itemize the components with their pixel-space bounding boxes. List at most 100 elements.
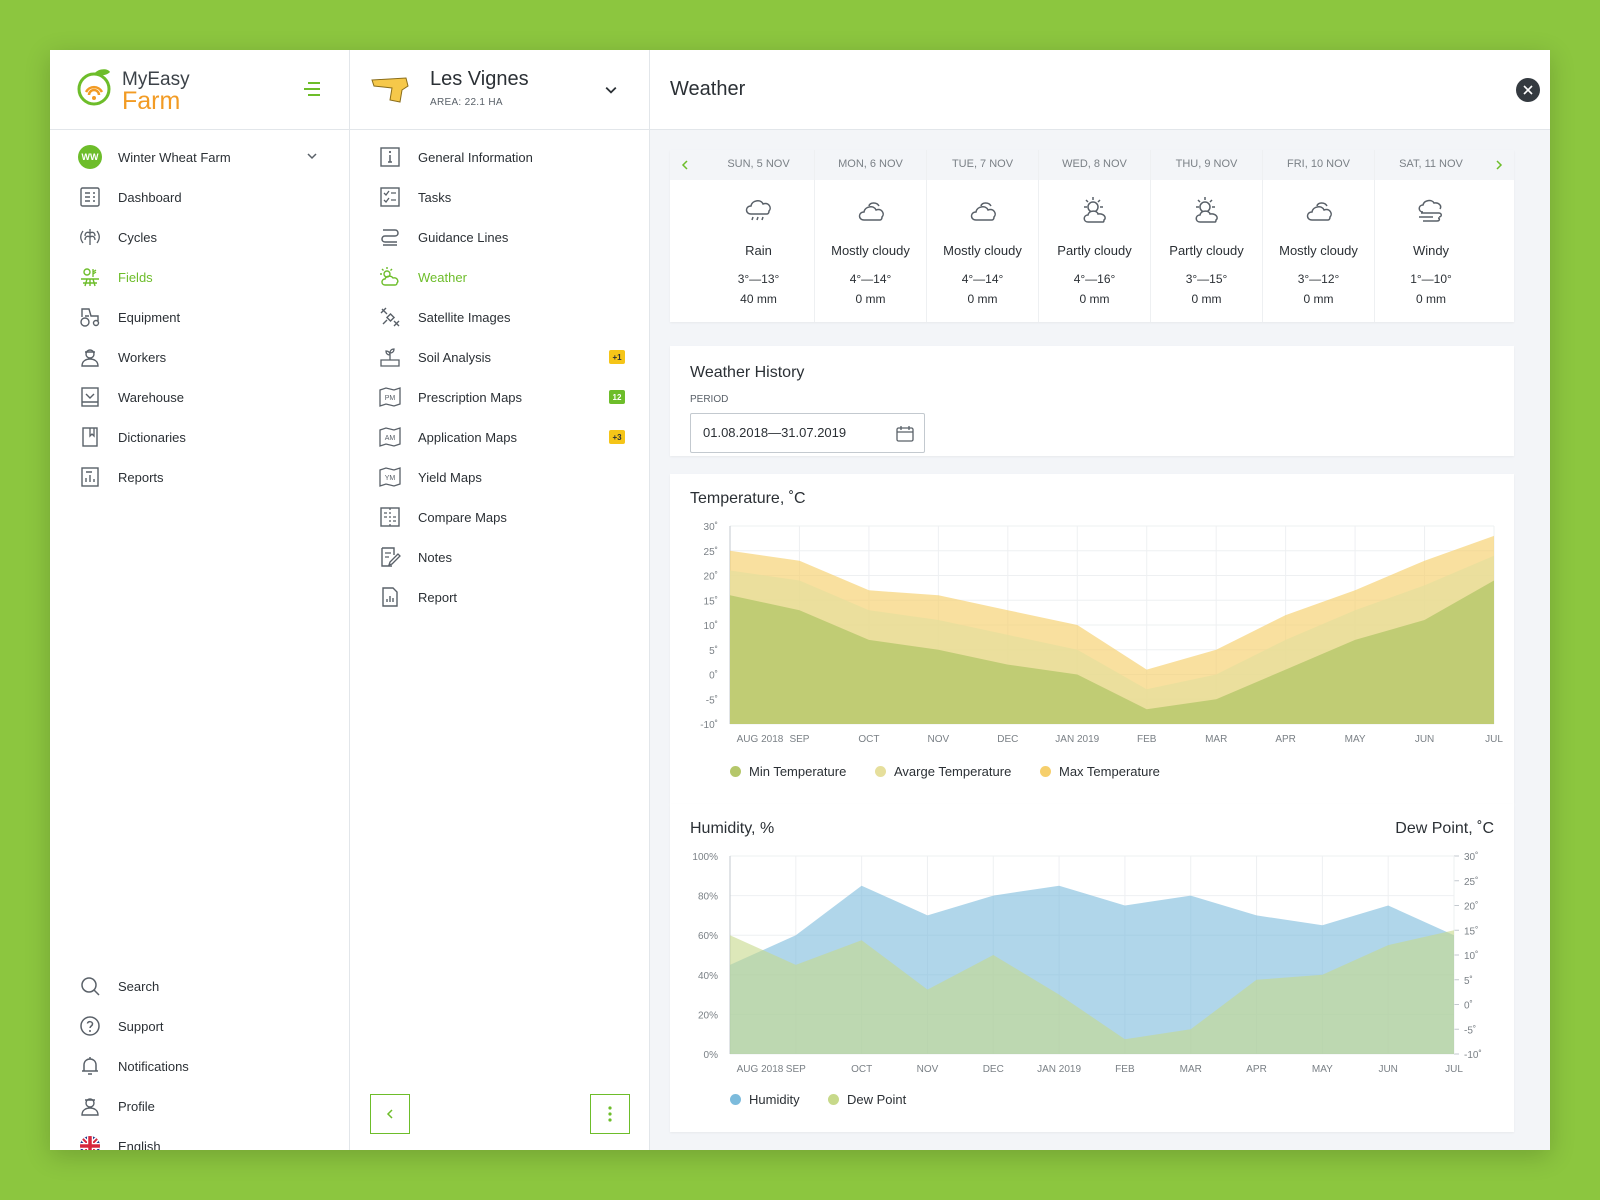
- field-menu-item-label: Weather: [418, 269, 467, 285]
- humidity-chart-title: Humidity, %: [690, 820, 775, 837]
- field-menu: General Information Tasks Guidance Lines We…: [350, 137, 649, 617]
- sidebar-bottom-item-notifications[interactable]: Notifications: [50, 1046, 349, 1086]
- field-menu-item-satellite-images[interactable]: Satellite Images: [350, 297, 649, 337]
- y2-tick-label: 0˚: [1464, 1000, 1473, 1012]
- sidebar-bottom-item-label: English: [118, 1138, 161, 1151]
- rain-icon: [743, 194, 775, 226]
- x-tick-label: NOV: [928, 734, 950, 745]
- y2-tick-label: 20˚: [1464, 901, 1478, 913]
- period-label: PERIOD: [690, 394, 729, 405]
- notes-icon: [378, 545, 402, 569]
- sidebar-bottom-item-label: Notifications: [118, 1058, 189, 1074]
- y2-tick-label: -10˚: [1464, 1049, 1482, 1061]
- y-tick-label: 20˚: [704, 571, 718, 583]
- field-menu-item-report[interactable]: Report: [350, 577, 649, 617]
- x-tick-label: NOV: [917, 1064, 939, 1075]
- close-icon: [1523, 85, 1533, 95]
- forecast-day[interactable]: THU, 9 NOV Partly cloudy 3°—15° 0 mm: [1151, 150, 1263, 322]
- field-menu-item-application-maps[interactable]: AM Application Maps +3: [350, 417, 649, 457]
- farm-badge: WW: [78, 145, 102, 169]
- sidebar-item-label: Dashboard: [118, 189, 182, 205]
- x-tick-label: APR: [1246, 1064, 1267, 1075]
- field-menu-item-compare-maps[interactable]: Compare Maps: [350, 497, 649, 537]
- y-tick-label: 20%: [698, 1010, 718, 1021]
- forecast-condition: Partly cloudy: [1169, 243, 1244, 258]
- pm-map-icon: PM: [378, 385, 402, 409]
- field-menu-item-tasks[interactable]: Tasks: [350, 177, 649, 217]
- forecast-condition: Windy: [1412, 243, 1450, 258]
- sidebar-bottom-item-label: Search: [118, 978, 160, 994]
- sidebar-item-reports[interactable]: Reports: [50, 457, 349, 497]
- collapse-button[interactable]: [370, 1094, 410, 1134]
- forecast-day[interactable]: FRI, 10 NOV Mostly cloudy 3°—12° 0 mm: [1263, 150, 1375, 322]
- sidebar-bottom-item-profile[interactable]: Profile: [50, 1086, 349, 1126]
- x-tick-label: JAN 2019: [1037, 1064, 1081, 1075]
- field-menu-item-prescription-maps[interactable]: PM Prescription Maps 12: [350, 377, 649, 417]
- more-options-button[interactable]: [590, 1094, 630, 1134]
- forecast-temperature: 4°—16°: [1073, 272, 1116, 286]
- field-menu-item-notes[interactable]: Notes: [350, 537, 649, 577]
- y-tick-label: 60%: [698, 931, 718, 942]
- sidebar-bottom-item-label: Profile: [118, 1098, 155, 1114]
- field-panel: Les Vignes AREA: 22.1 HA General Informa…: [350, 50, 650, 1150]
- x-tick-label: FEB: [1137, 734, 1157, 745]
- main-sidebar: MyEasy Farm WW Winter Wheat Farm Dashboa…: [50, 50, 350, 1150]
- forecast-day[interactable]: WED, 8 NOV Partly cloudy 4°—16° 0 mm: [1039, 150, 1151, 322]
- chevron-left-icon[interactable]: [680, 160, 690, 170]
- y2-tick-label: -5˚: [1464, 1024, 1476, 1036]
- farm-selector[interactable]: WW Winter Wheat Farm: [50, 137, 349, 177]
- temperature-card: Temperature, ˚C 30˚ 25˚ 20˚ 15˚ 10˚ 5˚ 0˚ -5˚ -1…: [670, 474, 1514, 804]
- x-tick-label: JUN: [1415, 734, 1434, 745]
- temperature-chart-title: Temperature, ˚C: [690, 490, 806, 507]
- sidebar-bottom: Search Support Notifications Profile English: [50, 966, 349, 1150]
- calendar-icon[interactable]: [896, 425, 914, 442]
- sidebar-bottom-item-support[interactable]: Support: [50, 1006, 349, 1046]
- chevron-right-icon[interactable]: [1494, 160, 1504, 170]
- forecast-day[interactable]: MON, 6 NOV Mostly cloudy 4°—14° 0 mm: [815, 150, 927, 322]
- sidebar-item-cycles[interactable]: Cycles: [50, 217, 349, 257]
- soil-icon: [378, 345, 402, 369]
- sidebar-item-dictionaries[interactable]: Dictionaries: [50, 417, 349, 457]
- y-tick-label: 25˚: [704, 546, 718, 558]
- sidebar-item-workers[interactable]: Workers: [50, 337, 349, 377]
- humidity-chart: 100% 80% 60% 40% 20% 0% 30˚ 25˚ 20˚ 15˚ 10˚ 5˚ 0˚ -5˚…: [692, 851, 1482, 1075]
- forecast-temperature: 3°—13°: [737, 272, 780, 286]
- forecast-day-name: SUN, 5 NOV: [727, 158, 790, 170]
- field-menu-item-label: Yield Maps: [418, 469, 482, 485]
- tractor-icon: [78, 305, 102, 329]
- weather-history-card: Weather History PERIOD 01.08.2018—31.07.…: [670, 346, 1514, 456]
- x-tick-label: OCT: [858, 734, 879, 745]
- forecast-day-name: FRI, 10 NOV: [1287, 158, 1350, 170]
- app-logo[interactable]: MyEasy Farm: [76, 68, 196, 115]
- sidebar-bottom-item-english[interactable]: English: [50, 1126, 349, 1150]
- close-button[interactable]: [1516, 78, 1540, 102]
- field-menu-item-guidance-lines[interactable]: Guidance Lines: [350, 217, 649, 257]
- weather-icon: [378, 265, 402, 289]
- sidebar-item-dashboard[interactable]: Dashboard: [50, 177, 349, 217]
- forecast-day[interactable]: TUE, 7 NOV Mostly cloudy 4°—14° 0 mm: [927, 150, 1039, 322]
- forecast-day[interactable]: SAT, 11 NOV Windy 1°—10° 0 mm: [1375, 150, 1487, 322]
- y-tick-label: 0˚: [709, 670, 718, 682]
- field-menu-item-soil-analysis[interactable]: Soil Analysis +1: [350, 337, 649, 377]
- count-badge: +1: [609, 350, 625, 364]
- forecast-condition: Mostly cloudy: [943, 243, 1022, 258]
- sidebar-item-equipment[interactable]: Equipment: [50, 297, 349, 337]
- forecast-day[interactable]: SUN, 5 NOV Rain 3°—13° 40 mm: [703, 150, 815, 322]
- sidebar-item-fields[interactable]: Fields: [50, 257, 349, 297]
- forecast-temperature: 4°—14°: [961, 272, 1004, 286]
- sidebar-bottom-item-search[interactable]: Search: [50, 966, 349, 1006]
- field-header[interactable]: Les Vignes AREA: 22.1 HA: [350, 50, 649, 130]
- x-tick-label: APR: [1275, 734, 1296, 745]
- field-menu-item-label: Satellite Images: [418, 309, 511, 325]
- field-menu-item-yield-maps[interactable]: YM Yield Maps: [350, 457, 649, 497]
- chevron-down-icon[interactable]: [605, 84, 617, 96]
- x-tick-label: MAR: [1180, 1064, 1202, 1075]
- field-menu-item-general-information[interactable]: General Information: [350, 137, 649, 177]
- hamburger-menu-icon[interactable]: [302, 82, 320, 96]
- y2-tick-label: 30˚: [1464, 851, 1478, 863]
- uk-flag-icon: [78, 1134, 102, 1150]
- sidebar-item-warehouse[interactable]: Warehouse: [50, 377, 349, 417]
- field-menu-item-weather[interactable]: Weather: [350, 257, 649, 297]
- period-date-input[interactable]: 01.08.2018—31.07.2019: [690, 413, 925, 453]
- forecast-precipitation: 40 mm: [740, 292, 777, 306]
